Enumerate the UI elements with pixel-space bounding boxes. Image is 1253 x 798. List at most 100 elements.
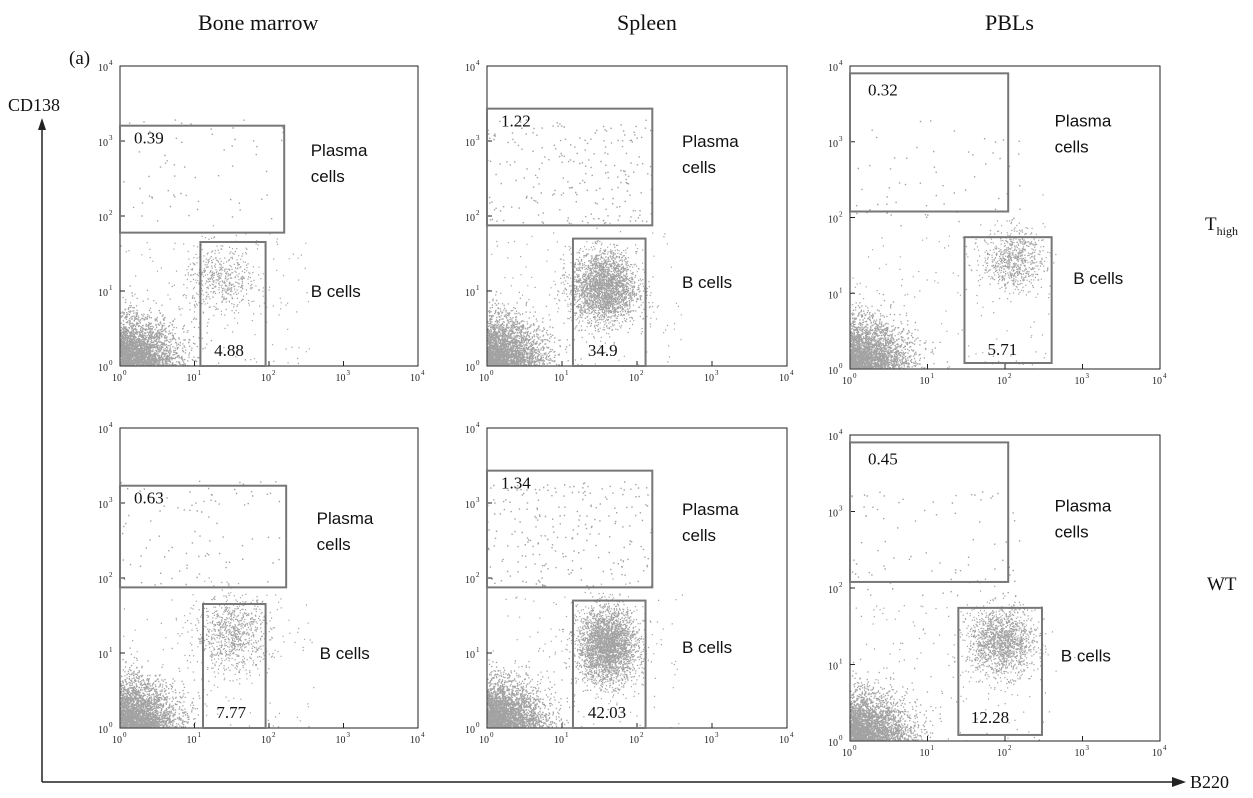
x-tick-label: 10 <box>1075 748 1085 759</box>
y-tick-exponent: 3 <box>476 496 480 504</box>
row-label-t-high-main: T <box>1205 214 1217 235</box>
plot-frame <box>119 65 419 367</box>
y-tick-exponent: 2 <box>476 571 480 579</box>
plasma-gate <box>119 124 286 234</box>
x-tick-exponent: 2 <box>272 369 276 377</box>
b-cell-gate <box>963 236 1053 365</box>
y-axis-title: CD138 <box>8 95 61 115</box>
plasma-gate-percent: 0.39 <box>134 129 164 148</box>
facs-plot-1: 10 010 010 110 110 210 210 310 310 410 40.394.88Pl… <box>98 59 425 384</box>
x-tick-exponent: 0 <box>853 372 857 380</box>
x-tick-exponent: 2 <box>1008 744 1012 752</box>
facs-plot-4: 10 010 010 110 110 210 210 310 310 410 40.637.77Pl… <box>98 421 425 746</box>
plot-frame <box>849 434 1161 742</box>
dot-cloud <box>487 119 682 366</box>
row-label-t-high-sub: high <box>1216 223 1238 238</box>
y-tick-label: 10 <box>465 575 475 586</box>
y-tick-label: 10 <box>98 138 108 149</box>
b-cell-gate-percent: 4.88 <box>214 341 244 360</box>
y-tick-exponent: 0 <box>476 359 480 367</box>
x-tick-exponent: 1 <box>931 744 935 752</box>
x-tick-label: 10 <box>112 735 122 746</box>
b-cell-gate <box>571 237 647 368</box>
x-tick-label: 10 <box>997 376 1007 387</box>
y-tick-exponent: 2 <box>109 571 113 579</box>
plasma-cells-label: Plasma <box>682 500 739 519</box>
y-tick-exponent: 4 <box>109 59 113 67</box>
b-cell-gate-percent: 7.77 <box>216 703 246 722</box>
x-tick-label: 10 <box>336 735 346 746</box>
y-tick-label: 10 <box>98 500 108 511</box>
x-tick-exponent: 3 <box>1086 744 1090 752</box>
y-tick-exponent: 0 <box>109 359 113 367</box>
b-cells-label: B cells <box>682 638 732 657</box>
x-tick-exponent: 0 <box>490 369 494 377</box>
y-tick-exponent: 1 <box>839 286 843 294</box>
x-tick-label: 10 <box>410 735 420 746</box>
y-tick-exponent: 0 <box>839 362 843 370</box>
b-cells-label: B cells <box>1061 646 1111 665</box>
x-tick-label: 10 <box>997 748 1007 759</box>
b-cells-label: B cells <box>682 273 732 292</box>
y-tick-exponent: 4 <box>839 59 843 67</box>
x-tick-exponent: 4 <box>421 731 425 739</box>
x-tick-label: 10 <box>187 373 197 384</box>
x-tick-exponent: 3 <box>1086 372 1090 380</box>
y-tick-label: 10 <box>98 363 108 374</box>
x-tick-exponent: 3 <box>715 731 719 739</box>
panel-label: (a) <box>69 48 91 69</box>
plasma-gate <box>849 441 1010 583</box>
plasma-gate-percent: 1.22 <box>501 112 531 131</box>
y-tick-exponent: 0 <box>109 721 113 729</box>
x-tick-exponent: 1 <box>565 731 569 739</box>
x-tick-label: 10 <box>842 376 852 387</box>
x-tick-exponent: 4 <box>790 369 794 377</box>
y-tick-exponent: 4 <box>476 59 480 67</box>
x-tick-exponent: 4 <box>790 731 794 739</box>
y-tick-label: 10 <box>98 425 108 436</box>
column-header-pbls: PBLs <box>985 10 1034 35</box>
x-tick-label: 10 <box>920 376 930 387</box>
b-cell-gate-percent: 12.28 <box>971 708 1009 727</box>
b-cell-gate <box>201 603 267 729</box>
plasma-cells-label-line2: cells <box>1055 523 1089 542</box>
b-cell-gate-percent: 5.71 <box>988 340 1018 359</box>
dot-points <box>120 119 315 366</box>
y-tick-exponent: 0 <box>476 721 480 729</box>
x-tick-exponent: 2 <box>640 731 644 739</box>
x-tick-exponent: 3 <box>347 731 351 739</box>
x-tick-label: 10 <box>554 735 564 746</box>
x-tick-exponent: 3 <box>715 369 719 377</box>
plasma-cells-label: Plasma <box>317 509 374 528</box>
y-tick-label: 10 <box>465 63 475 74</box>
x-tick-label: 10 <box>1152 748 1162 759</box>
plasma-cells-label-line2: cells <box>1055 138 1089 157</box>
column-header-bone-marrow: Bone marrow <box>198 10 319 35</box>
y-tick-exponent: 3 <box>109 134 113 142</box>
x-tick-exponent: 0 <box>123 731 127 739</box>
plasma-gate <box>849 72 1010 213</box>
y-tick-label: 10 <box>98 213 108 224</box>
x-tick-exponent: 0 <box>490 731 494 739</box>
y-tick-label: 10 <box>465 363 475 374</box>
y-tick-label: 10 <box>828 662 838 673</box>
plasma-cells-label: Plasma <box>1055 497 1112 516</box>
x-tick-label: 10 <box>920 748 930 759</box>
y-tick-exponent: 4 <box>476 421 480 429</box>
plasma-cells-label-line2: cells <box>682 526 716 545</box>
x-tick-exponent: 0 <box>853 744 857 752</box>
y-tick-exponent: 1 <box>476 284 480 292</box>
y-tick-exponent: 1 <box>109 284 113 292</box>
row-label-wt: WT <box>1207 574 1237 595</box>
plasma-cells-label-line2: cells <box>682 158 716 177</box>
x-tick-exponent: 3 <box>347 369 351 377</box>
y-tick-exponent: 1 <box>109 646 113 654</box>
plasma-cells-label: Plasma <box>682 132 739 151</box>
plot-frame <box>486 427 788 729</box>
plasma-gate <box>486 107 654 227</box>
x-tick-label: 10 <box>410 373 420 384</box>
y-tick-exponent: 2 <box>476 209 480 217</box>
x-tick-exponent: 0 <box>123 369 127 377</box>
y-tick-label: 10 <box>828 139 838 150</box>
